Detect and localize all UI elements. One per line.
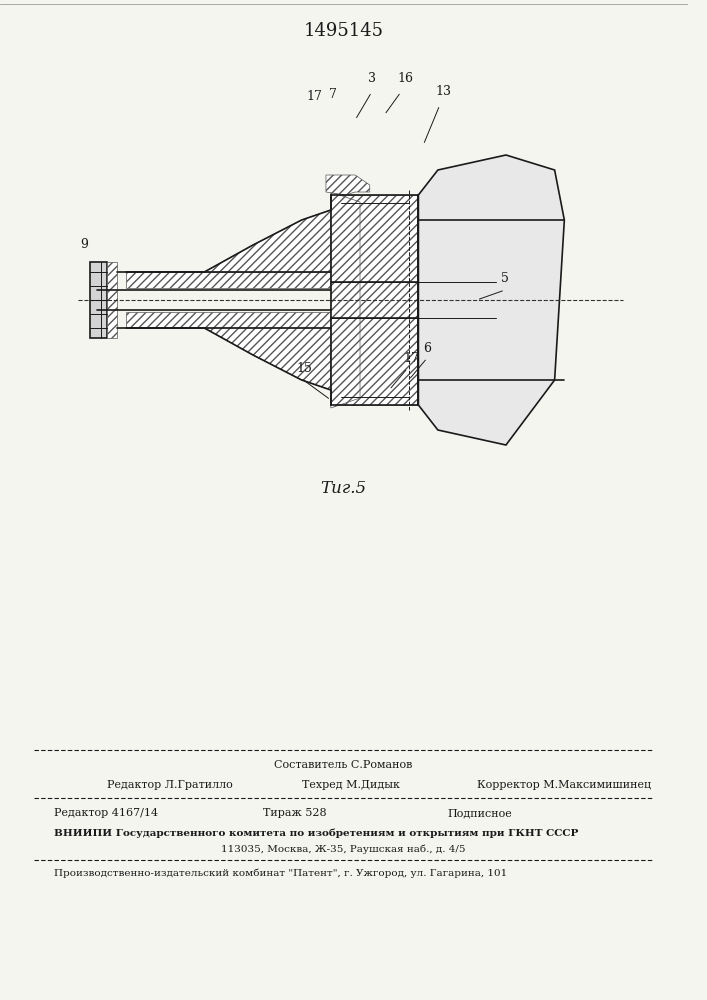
Polygon shape xyxy=(331,192,360,408)
Text: 15: 15 xyxy=(297,362,312,375)
Polygon shape xyxy=(90,262,107,338)
Text: 6: 6 xyxy=(423,342,431,355)
Polygon shape xyxy=(331,195,419,405)
Polygon shape xyxy=(326,175,370,195)
Text: Τиг.5: Τиг.5 xyxy=(320,480,366,497)
Polygon shape xyxy=(419,155,564,445)
Text: Подписное: Подписное xyxy=(448,808,513,818)
Text: Корректор М.Максимишинец: Корректор М.Максимишинец xyxy=(477,780,651,790)
Text: ВНИИПИ Государственного комитета по изобретениям и открытиям при ГКНТ СССР: ВНИИПИ Государственного комитета по изоб… xyxy=(54,828,578,838)
Text: 9: 9 xyxy=(80,238,88,251)
Text: Производственно-издательский комбинат "Патент", г. Ужгород, ул. Гагарина, 101: Производственно-издательский комбинат "П… xyxy=(54,868,507,878)
Polygon shape xyxy=(127,312,331,328)
Text: Тираж 528: Тираж 528 xyxy=(263,808,327,818)
Text: 3: 3 xyxy=(368,72,376,85)
Text: 13: 13 xyxy=(436,85,452,98)
Text: Редактор Л.Гратилло: Редактор Л.Гратилло xyxy=(107,780,233,790)
Polygon shape xyxy=(127,210,331,272)
Polygon shape xyxy=(127,328,331,390)
Text: Техред М.Дидык: Техред М.Дидык xyxy=(302,780,399,790)
Text: 5: 5 xyxy=(501,272,509,285)
Text: 7: 7 xyxy=(329,88,337,101)
Text: 1495145: 1495145 xyxy=(303,22,383,40)
Text: Редактор 4167/14: Редактор 4167/14 xyxy=(54,808,158,818)
Polygon shape xyxy=(127,272,331,288)
Text: 17: 17 xyxy=(307,90,322,103)
Text: 16: 16 xyxy=(397,72,413,85)
Text: Составитель С.Романов: Составитель С.Романов xyxy=(274,760,413,770)
Text: 113035, Москва, Ж-35, Раушская наб., д. 4/5: 113035, Москва, Ж-35, Раушская наб., д. … xyxy=(221,844,466,854)
Polygon shape xyxy=(107,262,117,338)
Text: 17: 17 xyxy=(404,352,420,365)
